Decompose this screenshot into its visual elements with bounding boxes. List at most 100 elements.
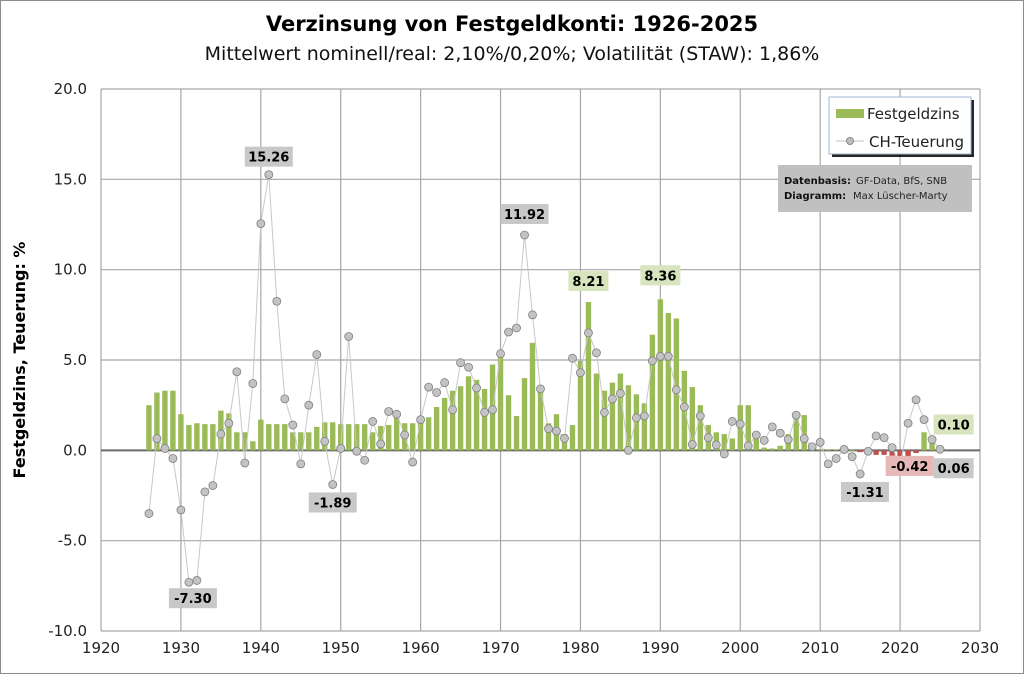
- teuerung-polyline: [148, 174, 941, 583]
- festgeldzins-bars: [146, 299, 943, 458]
- data-label: 0.10: [938, 419, 970, 434]
- bar-1957: [393, 417, 400, 451]
- data-labels: 15.26 -7.30 -1.89 11.92 8.21 8.36 -1.31 -0.42 0.…: [168, 146, 974, 609]
- note-diagramm-label: Diagramm:: [784, 191, 846, 202]
- point-1987: [631, 413, 641, 423]
- point-1970: [496, 349, 505, 359]
- bar-1986: [625, 385, 632, 451]
- bar-1999: [729, 438, 735, 451]
- point-1989: [647, 356, 657, 366]
- bar-1959: [409, 423, 416, 451]
- x-tick-label: 2020: [881, 639, 919, 657]
- bar-1981: [585, 302, 592, 451]
- x-tick-label: 2030: [961, 639, 999, 657]
- point-2008: [799, 434, 809, 443]
- x-tick-label: 1990: [641, 639, 679, 657]
- point-1959: [408, 457, 418, 467]
- y-tick-label: 0.0: [63, 441, 87, 459]
- point-1972: [512, 323, 521, 333]
- data-label: -1.89: [314, 496, 351, 511]
- point-2007: [791, 410, 801, 420]
- point-1981: [584, 328, 593, 338]
- data-label-box: [933, 458, 974, 479]
- bar-1995: [697, 405, 704, 451]
- bar-1983: [601, 390, 608, 451]
- bar-1941: [266, 424, 272, 451]
- point-1965: [456, 358, 465, 368]
- point-2022: [911, 395, 921, 405]
- x-tick-label: 1920: [82, 639, 120, 657]
- point-1930: [176, 505, 186, 515]
- bar-2015: [857, 450, 863, 453]
- bar-2019: [889, 450, 895, 456]
- point-1960: [416, 415, 426, 425]
- point-1971: [504, 327, 513, 337]
- point-2015: [855, 469, 865, 479]
- bar-1980: [577, 360, 584, 451]
- point-1995: [695, 411, 705, 421]
- point-1926: [144, 509, 154, 518]
- point-1974: [528, 310, 537, 320]
- point-1936: [224, 418, 234, 428]
- bar-1943: [282, 424, 288, 451]
- bar-1939: [250, 441, 256, 451]
- bar-1951: [346, 424, 352, 451]
- point-2004: [767, 422, 777, 432]
- bar-1934: [210, 424, 216, 451]
- y-tick-label: 15.0: [54, 170, 87, 188]
- data-label: 11.92: [504, 208, 545, 223]
- point-1947: [312, 350, 322, 359]
- bar-1968: [481, 388, 488, 451]
- point-1966: [464, 362, 473, 372]
- x-tick-label: 1960: [402, 639, 440, 657]
- point-1927: [152, 434, 162, 443]
- data-label: 15.26: [248, 151, 289, 166]
- point-2025: [935, 444, 945, 454]
- x-tick-label: 1950: [322, 639, 360, 657]
- bar-1975: [537, 390, 544, 451]
- bar-1929: [170, 390, 176, 451]
- bar-1960: [417, 416, 424, 451]
- legend: Festgeldzins CH-Teuerung: [828, 96, 974, 157]
- point-2010: [815, 437, 825, 447]
- bar-1945: [298, 432, 304, 451]
- data-label: 8.21: [572, 275, 604, 290]
- point-1982: [592, 348, 601, 358]
- legend-box: [828, 96, 972, 155]
- data-label-box: [168, 588, 217, 609]
- bar-1973: [521, 378, 528, 451]
- point-1993: [679, 402, 689, 412]
- bar-1938: [242, 432, 248, 451]
- point-1939: [248, 379, 258, 388]
- bar-1926: [146, 405, 152, 451]
- bar-1989: [649, 334, 656, 451]
- point-1964: [448, 405, 458, 415]
- data-label: -0.42: [891, 460, 928, 475]
- bar-1949: [330, 422, 336, 451]
- point-1983: [600, 407, 609, 417]
- bar-2023: [921, 432, 927, 451]
- point-1996: [703, 433, 713, 443]
- bar-2001: [745, 405, 751, 451]
- bar-1930: [178, 414, 184, 451]
- bar-1952: [354, 424, 360, 451]
- point-1963: [440, 378, 450, 387]
- point-1950: [336, 444, 346, 453]
- point-2012: [831, 454, 841, 463]
- bar-1953: [362, 424, 368, 451]
- bar-2017: [873, 450, 879, 455]
- point-1956: [384, 407, 394, 416]
- data-label-box: [500, 203, 549, 224]
- bar-1992: [673, 318, 680, 451]
- point-1955: [376, 439, 386, 449]
- bar-1982: [593, 373, 600, 451]
- point-1946: [304, 400, 314, 410]
- point-1931: [184, 577, 194, 587]
- point-1928: [160, 444, 170, 453]
- bar-1965: [457, 386, 464, 451]
- legend-ch-teuerung: CH-Teuerung: [869, 133, 964, 151]
- point-1984: [608, 394, 617, 404]
- point-2009: [807, 442, 817, 452]
- bar-2004: [769, 448, 775, 451]
- point-1977: [552, 426, 561, 436]
